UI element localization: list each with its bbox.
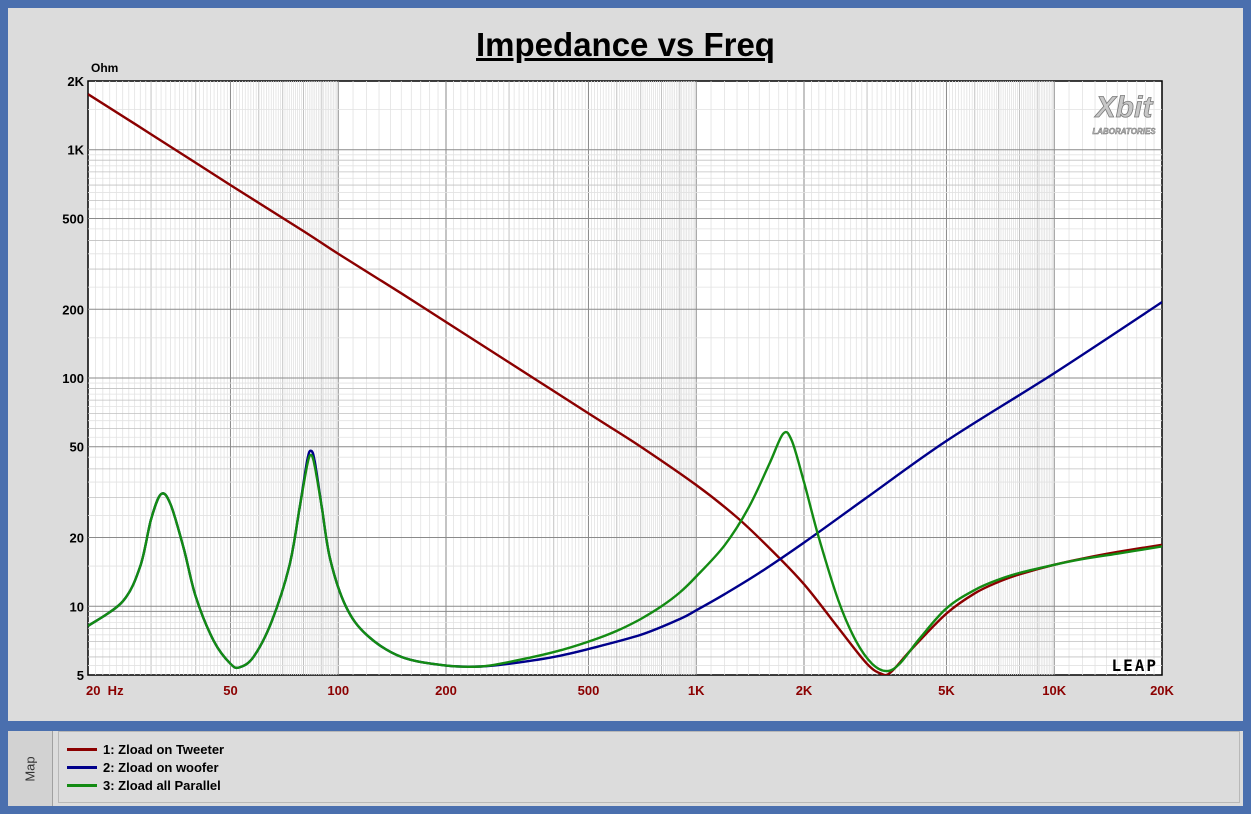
x-tick-label: 200 xyxy=(435,683,457,698)
x-tick-label: 50 xyxy=(223,683,237,698)
x-tick-label: 20K xyxy=(1150,683,1174,698)
y-tick-label: 500 xyxy=(62,211,84,226)
leap-logo: LEAP xyxy=(1111,656,1158,675)
legend-swatch xyxy=(67,766,97,770)
map-tab-label: Map xyxy=(22,755,38,782)
legend-swatch xyxy=(67,748,97,752)
y-tick-label: 10 xyxy=(70,599,84,614)
xbit-logo-subtext: LABORATORIES xyxy=(1092,127,1156,136)
y-tick-label: 5 xyxy=(77,668,84,683)
x-tick-label: 5K xyxy=(938,683,955,698)
x-tick-label: 1K xyxy=(688,683,705,698)
y-axis-label: Ohm xyxy=(91,61,118,75)
axis-labels: 20 Hz 50 100 200 500 1K 2K 5K 10K 20K 2K 1K 500 200 10… xyxy=(62,74,1174,698)
y-tick-label: 200 xyxy=(62,302,84,317)
legend-entry-2: 2: Zload on woofer xyxy=(67,759,219,777)
legend-entry-1: 1: Zload on Tweeter xyxy=(67,741,224,759)
y-tick-label: 50 xyxy=(70,440,84,455)
legend-entry-3: 3: Zload all Parallel xyxy=(67,777,221,795)
x-tick-label: 10K xyxy=(1042,683,1066,698)
y-tick-label: 100 xyxy=(62,371,84,386)
series-line-1 xyxy=(88,93,1162,675)
legend-panel: Map 1: Zload on Tweeter 2: Zload on woofe… xyxy=(8,731,1243,806)
leap-logo-text: LEAP xyxy=(1111,656,1158,675)
legend-label: 2: Zload on woofer xyxy=(103,760,219,776)
y-tick-label: 2K xyxy=(67,74,84,89)
x-tick-label: 20 Hz xyxy=(86,683,124,698)
y-tick-label: 1K xyxy=(67,143,84,158)
series-layer xyxy=(88,93,1162,675)
x-tick-label: 2K xyxy=(796,683,813,698)
chart-frame: Impedance vs Freq 20 Hz 50 100 200 500 1K 2K 5K… xyxy=(8,8,1243,721)
series-line-3 xyxy=(88,430,1162,673)
xbit-logo-text: Xbit xyxy=(1094,91,1155,124)
legend: 1: Zload on Tweeter 2: Zload on woofer 3: … xyxy=(58,731,1240,803)
x-tick-label: 500 xyxy=(578,683,600,698)
legend-label: 3: Zload all Parallel xyxy=(103,778,221,794)
chart-title: Impedance vs Freq xyxy=(476,26,775,63)
map-tab[interactable]: Map xyxy=(8,731,53,806)
plot-grid xyxy=(87,80,1163,676)
legend-swatch xyxy=(67,784,97,788)
x-tick-label: 100 xyxy=(327,683,349,698)
xbit-laboratories-logo: Xbit LABORATORIES xyxy=(1092,91,1156,137)
y-tick-label: 20 xyxy=(70,531,84,546)
impedance-chart: 20 Hz 50 100 200 500 1K 2K 5K 10K 20K 2K 1K 500 200 10… xyxy=(62,61,1174,698)
legend-label: 1: Zload on Tweeter xyxy=(103,742,225,758)
